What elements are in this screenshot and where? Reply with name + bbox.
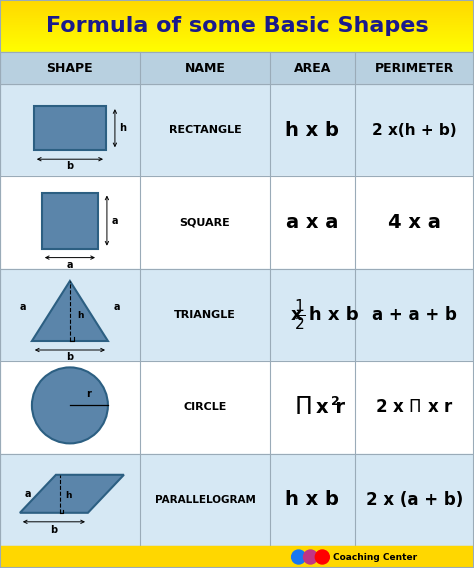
Bar — [0, 39, 474, 40]
Text: PERIMETER: PERIMETER — [374, 61, 454, 74]
Text: Formula of some Basic Shapes: Formula of some Basic Shapes — [46, 16, 428, 36]
Bar — [0, 34, 474, 35]
Text: h: h — [77, 311, 83, 319]
Bar — [0, 6, 474, 7]
Text: TRIANGLE: TRIANGLE — [174, 310, 236, 320]
Text: h: h — [66, 491, 72, 500]
Bar — [0, 52, 474, 84]
Bar — [0, 16, 474, 18]
Bar — [0, 45, 474, 46]
Text: 4 x a: 4 x a — [388, 213, 441, 232]
Text: 2 x (a + b): 2 x (a + b) — [365, 491, 463, 509]
Text: h x b: h x b — [285, 490, 339, 509]
Text: a + a + b: a + a + b — [372, 306, 457, 324]
Text: b: b — [66, 161, 73, 171]
Circle shape — [303, 550, 318, 564]
Text: h x b: h x b — [285, 120, 339, 140]
Text: 2: 2 — [331, 395, 340, 408]
Bar — [0, 40, 474, 41]
Bar — [0, 51, 474, 52]
Bar — [0, 31, 474, 32]
Bar — [0, 35, 474, 36]
Bar — [0, 24, 474, 25]
Bar — [0, 26, 474, 27]
Bar — [0, 361, 474, 454]
Text: RECTANGLE: RECTANGLE — [169, 125, 241, 135]
Bar — [0, 546, 474, 568]
Text: r: r — [86, 390, 91, 399]
Bar — [0, 0, 474, 1]
Text: a: a — [25, 489, 31, 499]
Bar — [0, 10, 474, 11]
Bar — [0, 20, 474, 21]
Text: Active Coaching Center: Active Coaching Center — [298, 553, 418, 562]
Text: SHAPE: SHAPE — [46, 61, 93, 74]
Bar — [0, 5, 474, 6]
Bar — [0, 9, 474, 10]
Polygon shape — [32, 281, 108, 341]
Bar — [0, 27, 474, 28]
Text: a: a — [114, 302, 120, 312]
Text: x r: x r — [316, 398, 346, 417]
Bar — [0, 1, 474, 2]
Text: NAME: NAME — [184, 61, 226, 74]
Bar — [0, 44, 474, 45]
Bar — [0, 84, 474, 177]
Bar — [0, 21, 474, 22]
Text: $\Pi$: $\Pi$ — [293, 395, 311, 419]
Text: b: b — [50, 525, 57, 535]
Text: x h x b: x h x b — [291, 306, 358, 324]
Bar — [0, 8, 474, 9]
Text: a x a: a x a — [286, 213, 338, 232]
Text: a: a — [67, 260, 73, 270]
Bar — [0, 2, 474, 3]
Bar — [34, 106, 106, 150]
Bar — [0, 41, 474, 43]
Bar — [0, 47, 474, 48]
Bar — [0, 30, 474, 31]
Bar — [0, 25, 474, 26]
Bar — [0, 43, 474, 44]
Bar — [0, 3, 474, 5]
Text: h: h — [119, 123, 127, 133]
Text: a: a — [19, 302, 26, 312]
Bar — [0, 36, 474, 37]
Bar — [0, 22, 474, 23]
Bar — [0, 18, 474, 19]
Bar — [0, 37, 474, 38]
Circle shape — [32, 367, 108, 444]
Bar — [0, 269, 474, 361]
Bar — [0, 11, 474, 12]
Bar — [0, 12, 474, 13]
Text: a: a — [112, 216, 118, 225]
Text: 2 x(h + b): 2 x(h + b) — [372, 123, 456, 137]
Bar — [42, 193, 98, 249]
Bar — [0, 177, 474, 269]
Text: AREA: AREA — [294, 61, 331, 74]
Bar — [0, 15, 474, 16]
Bar — [0, 13, 474, 14]
Polygon shape — [20, 475, 124, 513]
Text: b: b — [66, 352, 73, 362]
Text: $\frac{1}{2}$: $\frac{1}{2}$ — [294, 298, 306, 332]
Text: 2 x $\Pi$ x r: 2 x $\Pi$ x r — [375, 398, 454, 416]
Circle shape — [315, 550, 329, 564]
Text: SQUARE: SQUARE — [180, 218, 230, 228]
Text: CIRCLE: CIRCLE — [183, 402, 227, 412]
Bar — [0, 19, 474, 20]
Bar — [0, 14, 474, 15]
Bar — [0, 49, 474, 50]
Bar — [0, 48, 474, 49]
Bar — [0, 454, 474, 546]
Text: PARALLELOGRAM: PARALLELOGRAM — [155, 495, 255, 505]
Bar — [0, 38, 474, 39]
Circle shape — [292, 550, 306, 564]
Bar — [0, 7, 474, 8]
Bar — [0, 46, 474, 47]
Bar — [0, 50, 474, 51]
Bar — [0, 33, 474, 34]
Bar — [0, 28, 474, 30]
Bar — [0, 23, 474, 24]
Bar — [0, 32, 474, 33]
